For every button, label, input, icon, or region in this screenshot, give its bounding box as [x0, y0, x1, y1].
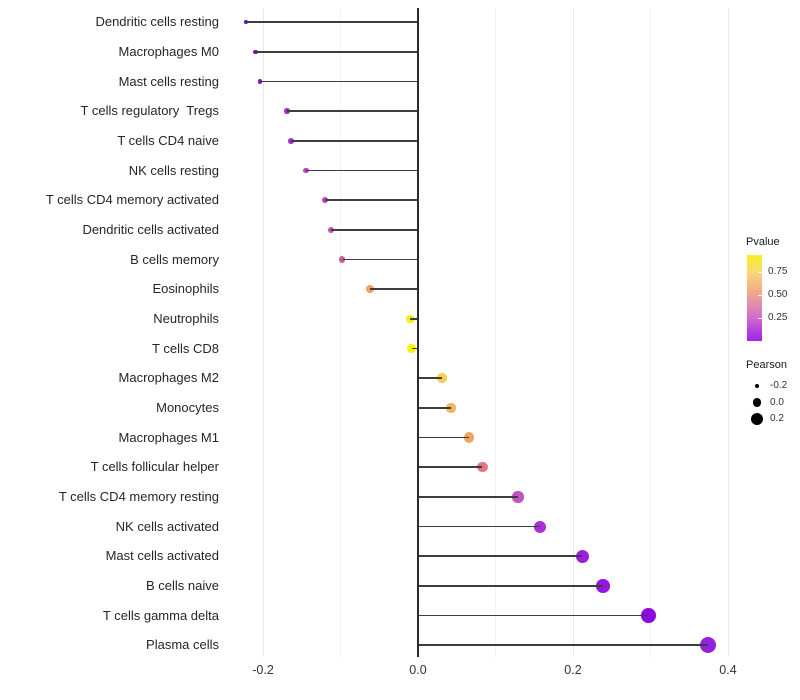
stem-segment [305, 169, 418, 172]
category-label: Mast cells resting [118, 73, 219, 89]
stem-segment [290, 140, 418, 142]
category-label: T cells CD4 memory activated [45, 192, 219, 208]
category-label: Dendritic cells resting [95, 14, 219, 30]
category-label: Macrophages M0 [118, 43, 219, 59]
data-point [477, 461, 488, 473]
category-label: T cells follicular helper [90, 459, 219, 475]
category-label: NK cells activated [115, 518, 219, 534]
category-label: T cells CD4 naive [117, 132, 219, 148]
x-tick-label: -0.2 [252, 663, 274, 677]
colorbar-tick [758, 295, 762, 297]
pearson-size-dot [754, 383, 760, 389]
colorbar-tick-label: 0.75 [768, 266, 788, 278]
data-point [407, 344, 417, 353]
category-label: Eosinophils [152, 281, 220, 297]
stem-segment [245, 21, 418, 23]
data-point [252, 49, 258, 55]
minor-gridline [650, 8, 651, 657]
category-label: T cells regulatory Tregs [80, 103, 219, 119]
stem-segment [418, 585, 604, 587]
data-point [302, 167, 309, 174]
category-label: Monocytes [156, 399, 219, 415]
stem-segment [369, 288, 418, 290]
major-gridline [262, 8, 264, 657]
stem-segment [410, 318, 418, 320]
category-label: T cells gamma delta [102, 607, 219, 623]
category-label: B cells naive [146, 577, 219, 593]
pearson-size-label: -0.2 [770, 380, 788, 391]
data-point [446, 403, 457, 413]
stem-segment [418, 407, 452, 409]
data-point [327, 226, 335, 234]
category-label: T cells CD8 [152, 340, 219, 356]
category-label: B cells memory [130, 251, 219, 267]
stem-segment [418, 377, 443, 379]
pvalue-legend-title: Pvalue [746, 236, 780, 248]
category-label: Plasma cells [146, 637, 219, 653]
category-label: Macrophages M1 [118, 429, 219, 445]
stem-segment [325, 199, 418, 201]
stem-segment [255, 51, 418, 53]
stem-segment [418, 555, 583, 557]
data-point [338, 256, 346, 263]
category-label: Dendritic cells activated [82, 221, 219, 237]
stem-segment [418, 644, 708, 646]
stem-segment [418, 436, 470, 439]
pearson-size-dot [750, 412, 764, 426]
data-point [533, 520, 546, 533]
colorbar-tick [758, 318, 762, 320]
data-point [437, 373, 447, 383]
major-gridline [727, 8, 729, 657]
data-point [512, 491, 524, 503]
pearson-size-dot [752, 398, 762, 407]
stem-segment [411, 347, 418, 350]
stem-segment [331, 229, 418, 231]
colorbar-tick-label: 0.25 [768, 312, 788, 324]
colorbar-tick-label: 0.50 [768, 289, 788, 301]
category-label: NK cells resting [128, 162, 219, 178]
pearson-size-label: 0.0 [770, 396, 784, 408]
colorbar-tick [758, 272, 762, 274]
major-gridline [572, 8, 574, 657]
stem-segment [418, 525, 540, 528]
x-tick-label: 0.2 [564, 663, 582, 677]
category-label: Macrophages M2 [118, 370, 219, 386]
data-point [366, 285, 374, 293]
data-point [405, 314, 415, 324]
pvalue-colorbar [747, 255, 762, 341]
stem-segment [418, 466, 483, 468]
x-tick-label: 0.4 [719, 663, 737, 677]
stem-segment [259, 80, 418, 83]
stem-segment [418, 614, 649, 617]
category-label: T cells CD4 memory resting [58, 488, 219, 504]
stem-segment [342, 258, 418, 261]
category-label: Mast cells activated [105, 548, 219, 564]
minor-gridline [340, 8, 341, 657]
data-point [288, 138, 294, 144]
category-label: Neutrophils [153, 310, 219, 326]
pearson-size-label: 0.2 [770, 413, 784, 424]
zero-axis-line [417, 8, 419, 657]
pearson-legend-title: Pearson [746, 359, 787, 371]
data-point [321, 197, 329, 204]
minor-gridline [495, 8, 496, 657]
stem-segment [418, 496, 518, 498]
stem-segment [287, 110, 418, 112]
x-tick-label: 0.0 [409, 663, 427, 677]
